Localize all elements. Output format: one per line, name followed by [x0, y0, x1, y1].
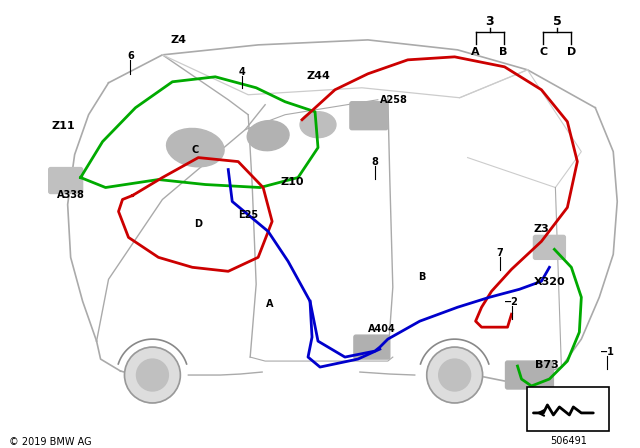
Text: 5: 5	[553, 15, 562, 28]
Ellipse shape	[166, 129, 224, 167]
Text: A: A	[266, 299, 274, 309]
Text: 3: 3	[485, 15, 494, 28]
Ellipse shape	[247, 121, 289, 151]
Text: Z4: Z4	[170, 35, 186, 45]
Text: A404: A404	[368, 324, 396, 334]
Text: Z11: Z11	[52, 121, 76, 131]
FancyBboxPatch shape	[534, 235, 565, 259]
Text: A338: A338	[57, 190, 84, 201]
Text: 506491: 506491	[550, 436, 587, 446]
Text: Z10: Z10	[280, 177, 304, 186]
Text: 6: 6	[127, 51, 134, 61]
Text: 4: 4	[239, 67, 246, 77]
FancyBboxPatch shape	[350, 102, 388, 129]
Circle shape	[438, 359, 470, 391]
Text: Z44: Z44	[306, 71, 330, 81]
Ellipse shape	[300, 112, 336, 138]
Text: © 2019 BMW AG: © 2019 BMW AG	[9, 437, 92, 447]
Text: −1: −1	[600, 347, 614, 357]
Text: D: D	[567, 47, 576, 57]
Text: B: B	[499, 47, 508, 57]
Text: B73: B73	[534, 360, 558, 370]
Text: C: C	[192, 145, 199, 155]
Bar	[527, 387, 609, 431]
Text: −2: −2	[504, 297, 519, 307]
Text: A: A	[471, 47, 480, 57]
Circle shape	[427, 347, 483, 403]
Text: Z3: Z3	[534, 224, 549, 234]
Text: X320: X320	[534, 277, 565, 287]
Circle shape	[125, 347, 180, 403]
Text: B: B	[418, 272, 426, 282]
Text: 8: 8	[371, 157, 378, 167]
FancyBboxPatch shape	[354, 335, 390, 359]
Text: C: C	[540, 47, 547, 57]
Text: D: D	[195, 220, 202, 229]
Text: E25: E25	[238, 211, 259, 220]
FancyBboxPatch shape	[49, 168, 83, 194]
Circle shape	[136, 359, 168, 391]
Text: 7: 7	[496, 248, 503, 258]
FancyBboxPatch shape	[506, 361, 554, 389]
Text: A258: A258	[380, 95, 408, 105]
